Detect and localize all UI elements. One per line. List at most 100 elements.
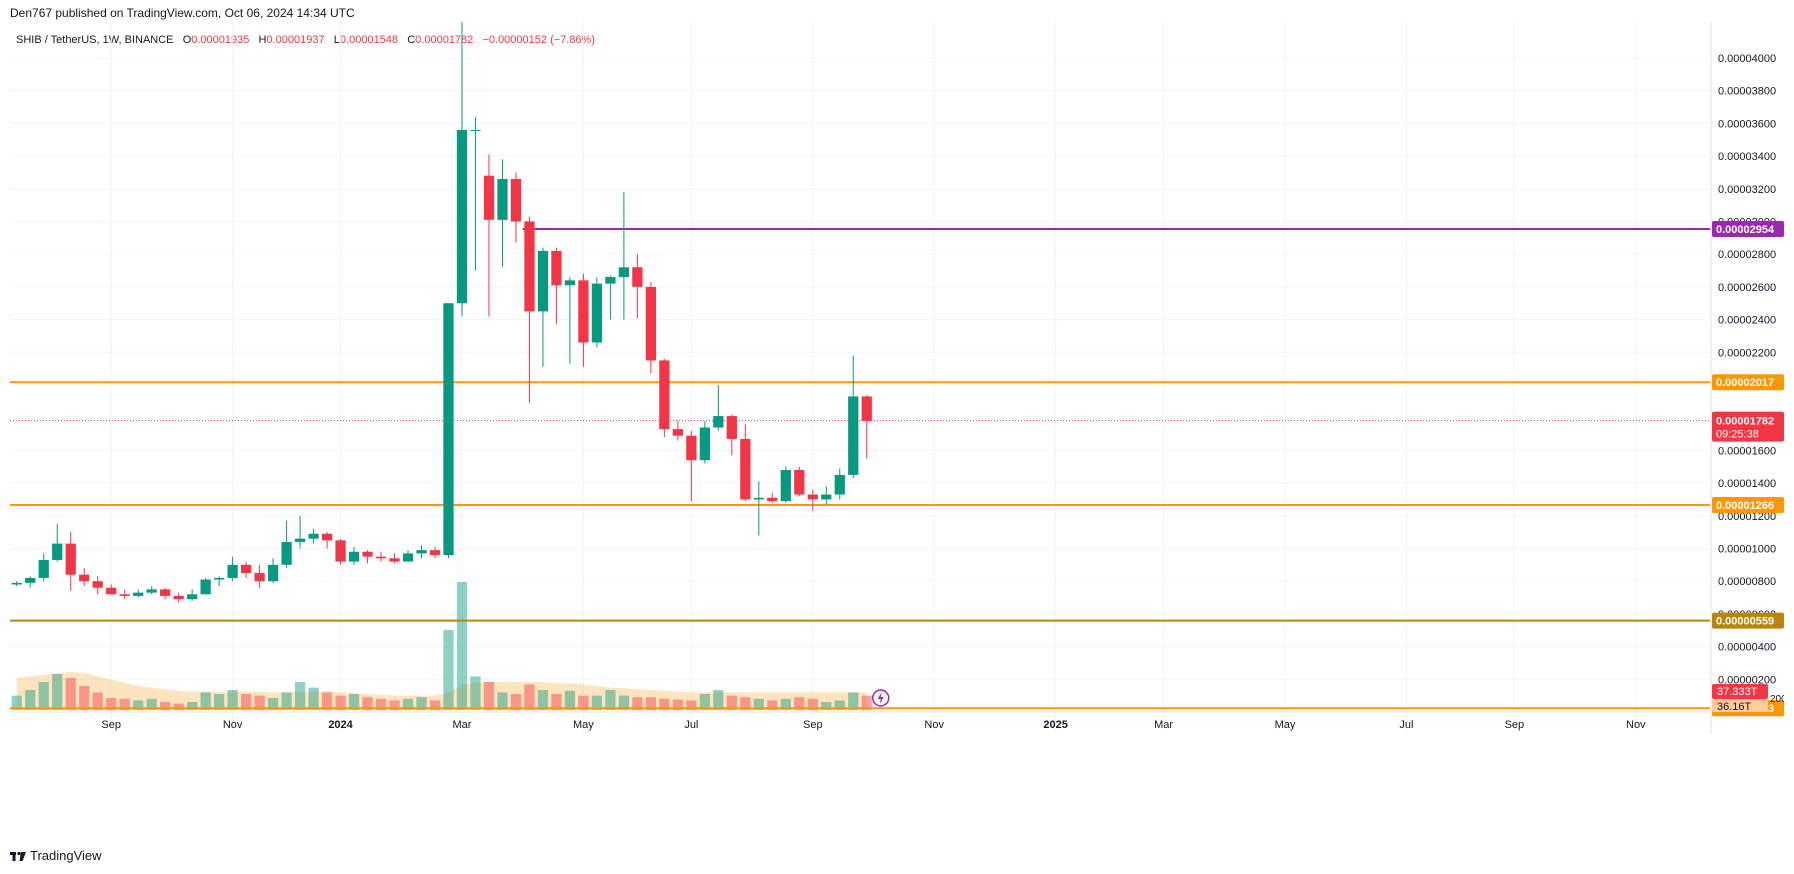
candle-body[interactable] bbox=[686, 435, 697, 461]
volume-bar bbox=[106, 698, 117, 710]
candle-body[interactable] bbox=[713, 416, 724, 428]
candle-body[interactable] bbox=[308, 533, 319, 539]
candle-body[interactable] bbox=[38, 559, 49, 578]
candle-body[interactable] bbox=[11, 582, 22, 585]
candle-body[interactable] bbox=[402, 553, 414, 562]
candle-body[interactable] bbox=[672, 429, 683, 436]
volume-bar bbox=[510, 694, 522, 710]
volume-bar bbox=[861, 695, 872, 710]
candle-body[interactable] bbox=[618, 267, 630, 278]
candle-body[interactable] bbox=[834, 474, 845, 495]
candle-body[interactable] bbox=[443, 303, 454, 556]
candle-body[interactable] bbox=[79, 574, 90, 582]
x-tick-label: Mar bbox=[453, 719, 472, 731]
y-tick-label: 0.00003400 bbox=[1718, 151, 1776, 163]
candle-body[interactable] bbox=[483, 175, 495, 220]
candle-body[interactable] bbox=[429, 550, 441, 556]
level-price-badge bbox=[1712, 374, 1784, 391]
candle-body[interactable] bbox=[133, 592, 144, 596]
candle-body[interactable] bbox=[591, 283, 603, 343]
candle-body[interactable] bbox=[294, 538, 306, 542]
candle-body[interactable] bbox=[470, 129, 481, 131]
candle-body[interactable] bbox=[524, 221, 535, 312]
tradingview-logo-icon bbox=[10, 851, 26, 861]
volume-bar bbox=[294, 682, 306, 710]
candle-body[interactable] bbox=[740, 438, 751, 500]
level-price-text: 0.00001266 bbox=[1716, 500, 1774, 512]
candle-body[interactable] bbox=[92, 581, 103, 588]
candle-body[interactable] bbox=[321, 533, 333, 541]
volume-bar bbox=[429, 700, 441, 710]
x-tick-label: 2025 bbox=[1043, 719, 1067, 731]
volume-bar bbox=[254, 695, 265, 710]
candle-body[interactable] bbox=[119, 594, 130, 596]
candle-body[interactable] bbox=[767, 497, 778, 502]
candle-body[interactable] bbox=[267, 564, 279, 582]
candle-body[interactable] bbox=[173, 595, 184, 600]
candle-body[interactable] bbox=[214, 577, 225, 580]
candle-body[interactable] bbox=[848, 396, 859, 475]
candle-body[interactable] bbox=[780, 470, 791, 502]
volume-axis-tick: 200 bbox=[1770, 694, 1784, 705]
volume-bar bbox=[200, 692, 211, 710]
x-tick-label: Nov bbox=[924, 719, 944, 731]
candle-body[interactable] bbox=[187, 594, 198, 600]
volume-bar bbox=[173, 703, 184, 710]
y-tick-label: 0.00004000 bbox=[1718, 53, 1776, 65]
candle-body[interactable] bbox=[240, 564, 252, 574]
candle-body[interactable] bbox=[807, 494, 818, 500]
candle-body[interactable] bbox=[25, 577, 36, 583]
candle-body[interactable] bbox=[65, 543, 76, 575]
candle-body[interactable] bbox=[659, 360, 670, 430]
candle-body[interactable] bbox=[753, 497, 764, 500]
x-tick-label: Jul bbox=[1399, 719, 1413, 731]
chart-area[interactable]: 0.000002000.000004000.000006000.00000800… bbox=[10, 0, 1787, 842]
volume-bar bbox=[335, 695, 346, 710]
volume-bar bbox=[834, 700, 845, 710]
symbol-label[interactable]: SHIB / TetherUS, 1W, BINANCE bbox=[16, 34, 174, 46]
published-header: Den767 published on TradingView.com, Oct… bbox=[10, 6, 355, 20]
candle-body[interactable] bbox=[375, 556, 387, 559]
level-price-text: 0.00000559 bbox=[1716, 616, 1774, 628]
candle-body[interactable] bbox=[416, 550, 427, 554]
volume-bar bbox=[92, 692, 103, 710]
candle-body[interactable] bbox=[726, 416, 737, 439]
candle-body[interactable] bbox=[227, 564, 238, 578]
candle-body[interactable] bbox=[794, 470, 805, 495]
y-tick-label: 0.00003200 bbox=[1718, 184, 1776, 196]
candle-body[interactable] bbox=[605, 277, 616, 284]
candle-body[interactable] bbox=[160, 589, 171, 596]
x-tick-label: May bbox=[573, 719, 594, 731]
volume-bar bbox=[591, 695, 603, 710]
volume-bar bbox=[551, 694, 562, 710]
candle-body[interactable] bbox=[861, 396, 872, 421]
candle-body[interactable] bbox=[497, 178, 508, 220]
candle-body[interactable] bbox=[146, 589, 157, 593]
candle-body[interactable] bbox=[699, 427, 710, 461]
candle-body[interactable] bbox=[254, 573, 265, 582]
candle-body[interactable] bbox=[564, 280, 576, 286]
y-tick-label: 0.00001400 bbox=[1718, 478, 1776, 490]
candle-body[interactable] bbox=[348, 551, 360, 562]
candle-body[interactable] bbox=[106, 587, 117, 595]
candle-body[interactable] bbox=[645, 286, 656, 361]
candle-body[interactable] bbox=[52, 543, 63, 560]
volume-bar bbox=[632, 697, 643, 710]
candle-body[interactable] bbox=[537, 250, 549, 312]
candle-body[interactable] bbox=[578, 280, 589, 343]
volume-bar bbox=[686, 700, 697, 710]
candle-body[interactable] bbox=[200, 579, 211, 595]
candle-body[interactable] bbox=[821, 494, 832, 500]
volume-bar bbox=[321, 692, 333, 710]
y-tick-label: 0.00000800 bbox=[1718, 576, 1776, 588]
candle-body[interactable] bbox=[335, 540, 346, 562]
candle-body[interactable] bbox=[456, 129, 468, 304]
candle-body[interactable] bbox=[510, 178, 522, 222]
volume-bar bbox=[497, 692, 508, 710]
candle-body[interactable] bbox=[362, 551, 373, 557]
candle-body[interactable] bbox=[281, 541, 292, 565]
candle-body[interactable] bbox=[389, 558, 400, 562]
candle-body[interactable] bbox=[551, 250, 562, 286]
price-chart[interactable]: 0.000002000.000004000.000006000.00000800… bbox=[10, 0, 1787, 842]
candle-body[interactable] bbox=[632, 267, 643, 287]
